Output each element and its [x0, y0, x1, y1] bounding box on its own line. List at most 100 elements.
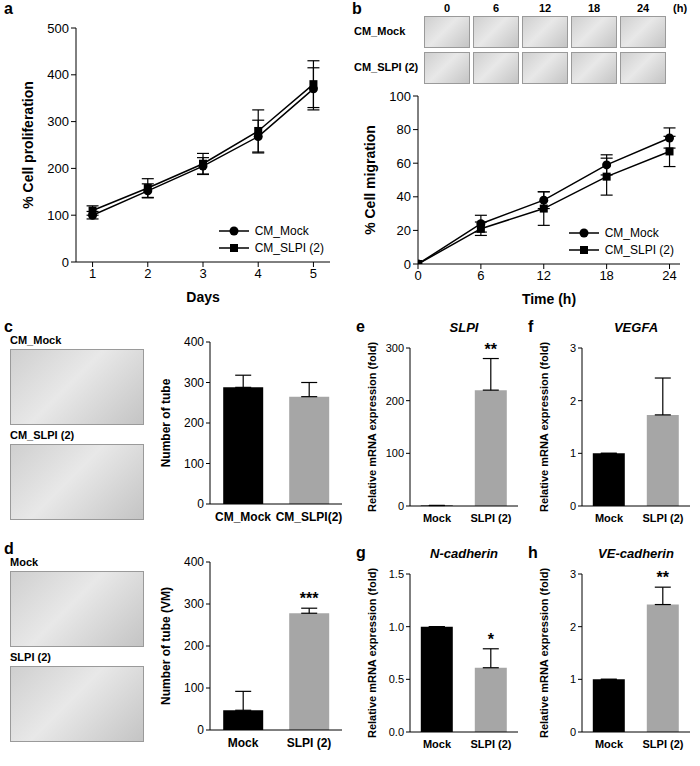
- svg-text:2: 2: [570, 621, 576, 633]
- html-text:CM_Mock: CM_Mock: [604, 225, 659, 240]
- svg-text:400: 400: [47, 67, 69, 82]
- html-text:d: d: [4, 540, 14, 557]
- svg-text:100: 100: [47, 208, 69, 223]
- svg-text:1: 1: [89, 266, 96, 281]
- html-text:0: 0: [443, 2, 451, 14]
- html-text:b: b: [352, 0, 362, 17]
- svg-text:200: 200: [386, 395, 404, 407]
- svg-text:100: 100: [184, 457, 204, 471]
- svg-text:0: 0: [414, 268, 421, 283]
- html-text:h: h: [528, 544, 538, 561]
- svg-text:Relative mRNA expression (fold: Relative mRNA expression (fold): [538, 568, 550, 738]
- html-text:c: c: [4, 318, 13, 335]
- svg-text:20: 20: [397, 223, 411, 238]
- svg-text:400: 400: [184, 335, 204, 349]
- svg-text:2: 2: [144, 266, 151, 281]
- svg-text:Mock: Mock: [595, 738, 624, 750]
- html-text:VE-cadherin: VE-cadherin: [598, 546, 674, 561]
- svg-text:Mock: Mock: [423, 738, 452, 750]
- svg-text:0.5: 0.5: [389, 673, 404, 685]
- html-text:CM_SLPI (2): CM_SLPI (2): [10, 429, 75, 441]
- svg-text:200: 200: [47, 161, 69, 176]
- svg-text:Number of tube (VM): Number of tube (VM): [159, 587, 173, 705]
- svg-text:Relative mRNA expression (fold: Relative mRNA expression (fold): [366, 342, 378, 512]
- svg-text:0: 0: [197, 723, 204, 737]
- svg-text:24: 24: [662, 268, 676, 283]
- svg-text:SLPI (2): SLPI (2): [287, 736, 332, 750]
- svg-text:3: 3: [570, 568, 576, 580]
- svg-text:4: 4: [255, 266, 262, 281]
- svg-text:300: 300: [184, 376, 204, 390]
- svg-text:SLPI (2): SLPI (2): [643, 738, 684, 750]
- svg-text:**: **: [485, 341, 498, 358]
- html-text:CM_Mock: CM_Mock: [354, 25, 406, 37]
- svg-text:Mock: Mock: [595, 512, 624, 524]
- svg-text:0: 0: [404, 257, 411, 272]
- svg-text:80: 80: [397, 122, 411, 137]
- svg-text:0: 0: [197, 497, 204, 511]
- html-text:SLPI (2): SLPI (2): [10, 651, 51, 663]
- svg-text:% Cell migration: % Cell migration: [362, 125, 378, 235]
- svg-text:6: 6: [477, 268, 484, 283]
- html-text:Mock: Mock: [10, 556, 39, 568]
- html-text:VEGFA: VEGFA: [614, 320, 658, 335]
- svg-text:SLPI (2): SLPI (2): [471, 738, 512, 750]
- svg-text:12: 12: [537, 268, 551, 283]
- svg-text:100: 100: [386, 447, 404, 459]
- html-text:CM_SLPI (2): CM_SLPI (2): [354, 61, 419, 73]
- svg-text:3: 3: [199, 266, 206, 281]
- html-text:CM_Mock: CM_Mock: [10, 334, 62, 346]
- svg-text:**: **: [657, 569, 670, 586]
- svg-text:0: 0: [398, 500, 404, 512]
- svg-text:Mock: Mock: [228, 736, 259, 750]
- svg-text:100: 100: [184, 681, 204, 695]
- svg-text:***: ***: [300, 590, 319, 607]
- svg-text:0: 0: [570, 500, 576, 512]
- svg-text:SLPI (2): SLPI (2): [643, 512, 684, 524]
- svg-text:2: 2: [570, 395, 576, 407]
- svg-text:1.5: 1.5: [389, 568, 404, 580]
- html-text:N-cadherin: N-cadherin: [430, 546, 498, 561]
- html-text:(h): (h): [673, 2, 687, 14]
- svg-text:400: 400: [184, 555, 204, 569]
- svg-text:0: 0: [62, 255, 69, 270]
- svg-text:1.0: 1.0: [389, 621, 404, 633]
- svg-text:0.0: 0.0: [389, 726, 404, 738]
- svg-text:Relative mRNA expression (fold: Relative mRNA expression (fold): [538, 342, 550, 512]
- svg-text:CM_SLPI(2): CM_SLPI(2): [276, 510, 343, 524]
- html-text:CM_Mock: CM_Mock: [254, 223, 309, 238]
- svg-text:Relative mRNA expression (fold: Relative mRNA expression (fold): [366, 568, 378, 738]
- svg-text:60: 60: [397, 156, 411, 171]
- html-text:18: 18: [587, 2, 601, 14]
- svg-text:1: 1: [570, 447, 576, 459]
- svg-text:300: 300: [47, 114, 69, 129]
- html-text:CM_SLPI (2): CM_SLPI (2): [254, 240, 324, 255]
- svg-text:Number of tube: Number of tube: [159, 378, 173, 467]
- svg-text:% Cell proliferation: % Cell proliferation: [20, 81, 36, 209]
- svg-text:300: 300: [184, 597, 204, 611]
- svg-text:0: 0: [570, 726, 576, 738]
- svg-text:500: 500: [47, 21, 69, 36]
- html-text:CM_SLPI (2): CM_SLPI (2): [604, 242, 674, 257]
- svg-text:3: 3: [570, 342, 576, 354]
- html-text:e: e: [356, 318, 365, 335]
- html-text:g: g: [356, 544, 366, 561]
- svg-text:SLPI (2): SLPI (2): [471, 512, 512, 524]
- html-text:SLPI: SLPI: [449, 320, 479, 335]
- html-text:a: a: [4, 0, 13, 17]
- svg-text:40: 40: [397, 189, 411, 204]
- svg-text:200: 200: [184, 639, 204, 653]
- svg-text:300: 300: [386, 342, 404, 354]
- svg-text:Days: Days: [186, 289, 220, 305]
- svg-text:*: *: [488, 631, 495, 648]
- svg-text:1: 1: [570, 673, 576, 685]
- svg-text:5: 5: [310, 266, 317, 281]
- html-text:24: 24: [636, 2, 650, 14]
- svg-text:Time (h): Time (h): [522, 291, 576, 307]
- svg-text:18: 18: [599, 268, 613, 283]
- svg-text:CM_Mock: CM_Mock: [215, 510, 271, 524]
- svg-text:100: 100: [389, 89, 411, 104]
- html-text:12: 12: [538, 2, 552, 14]
- svg-text:Mock: Mock: [423, 512, 452, 524]
- svg-text:200: 200: [184, 416, 204, 430]
